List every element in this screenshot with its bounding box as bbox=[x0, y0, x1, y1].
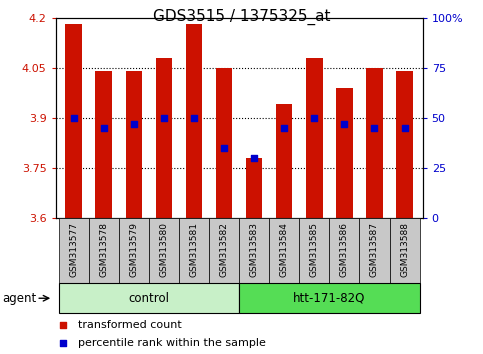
Bar bbox=[239, 283, 420, 313]
Text: GDS3515 / 1375325_at: GDS3515 / 1375325_at bbox=[153, 9, 330, 25]
Point bbox=[370, 125, 378, 131]
Bar bbox=[65, 24, 82, 218]
Bar bbox=[156, 58, 172, 218]
Bar bbox=[179, 218, 209, 283]
Point bbox=[59, 340, 67, 346]
Bar bbox=[216, 68, 232, 218]
Bar bbox=[96, 71, 112, 218]
Bar bbox=[185, 24, 202, 218]
Bar bbox=[119, 218, 149, 283]
Text: GSM313581: GSM313581 bbox=[189, 222, 199, 276]
Bar bbox=[89, 218, 119, 283]
Bar bbox=[359, 218, 389, 283]
Bar bbox=[149, 218, 179, 283]
Text: GSM313579: GSM313579 bbox=[129, 222, 138, 276]
Text: htt-171-82Q: htt-171-82Q bbox=[293, 292, 366, 305]
Text: GSM313580: GSM313580 bbox=[159, 222, 169, 276]
Bar bbox=[269, 218, 299, 283]
Bar bbox=[246, 158, 262, 218]
Text: transformed count: transformed count bbox=[78, 320, 181, 330]
Point bbox=[70, 115, 77, 120]
Point bbox=[311, 115, 318, 120]
Point bbox=[341, 121, 348, 126]
Point bbox=[401, 125, 409, 131]
Bar bbox=[58, 218, 89, 283]
Point bbox=[130, 121, 138, 126]
Text: agent: agent bbox=[2, 292, 37, 305]
Point bbox=[250, 155, 258, 161]
Point bbox=[190, 115, 198, 120]
Text: GSM313586: GSM313586 bbox=[340, 222, 349, 276]
Text: control: control bbox=[128, 292, 170, 305]
Text: GSM313584: GSM313584 bbox=[280, 222, 289, 276]
Bar bbox=[336, 88, 353, 218]
Text: GSM313587: GSM313587 bbox=[370, 222, 379, 276]
Bar bbox=[329, 218, 359, 283]
Point bbox=[100, 125, 108, 131]
Bar bbox=[306, 58, 323, 218]
Text: GSM313583: GSM313583 bbox=[250, 222, 258, 276]
Bar bbox=[366, 68, 383, 218]
Bar bbox=[276, 104, 293, 218]
Point bbox=[220, 145, 228, 150]
Text: GSM313578: GSM313578 bbox=[99, 222, 108, 276]
Text: percentile rank within the sample: percentile rank within the sample bbox=[78, 338, 266, 348]
Bar bbox=[299, 218, 329, 283]
Bar bbox=[209, 218, 239, 283]
Bar bbox=[239, 218, 269, 283]
Point bbox=[59, 322, 67, 327]
Bar bbox=[396, 71, 413, 218]
Text: GSM313577: GSM313577 bbox=[69, 222, 78, 276]
Text: GSM313588: GSM313588 bbox=[400, 222, 409, 276]
Point bbox=[160, 115, 168, 120]
Bar bbox=[58, 283, 239, 313]
Bar bbox=[126, 71, 142, 218]
Text: GSM313585: GSM313585 bbox=[310, 222, 319, 276]
Bar bbox=[389, 218, 420, 283]
Text: GSM313582: GSM313582 bbox=[220, 222, 228, 276]
Point bbox=[280, 125, 288, 131]
